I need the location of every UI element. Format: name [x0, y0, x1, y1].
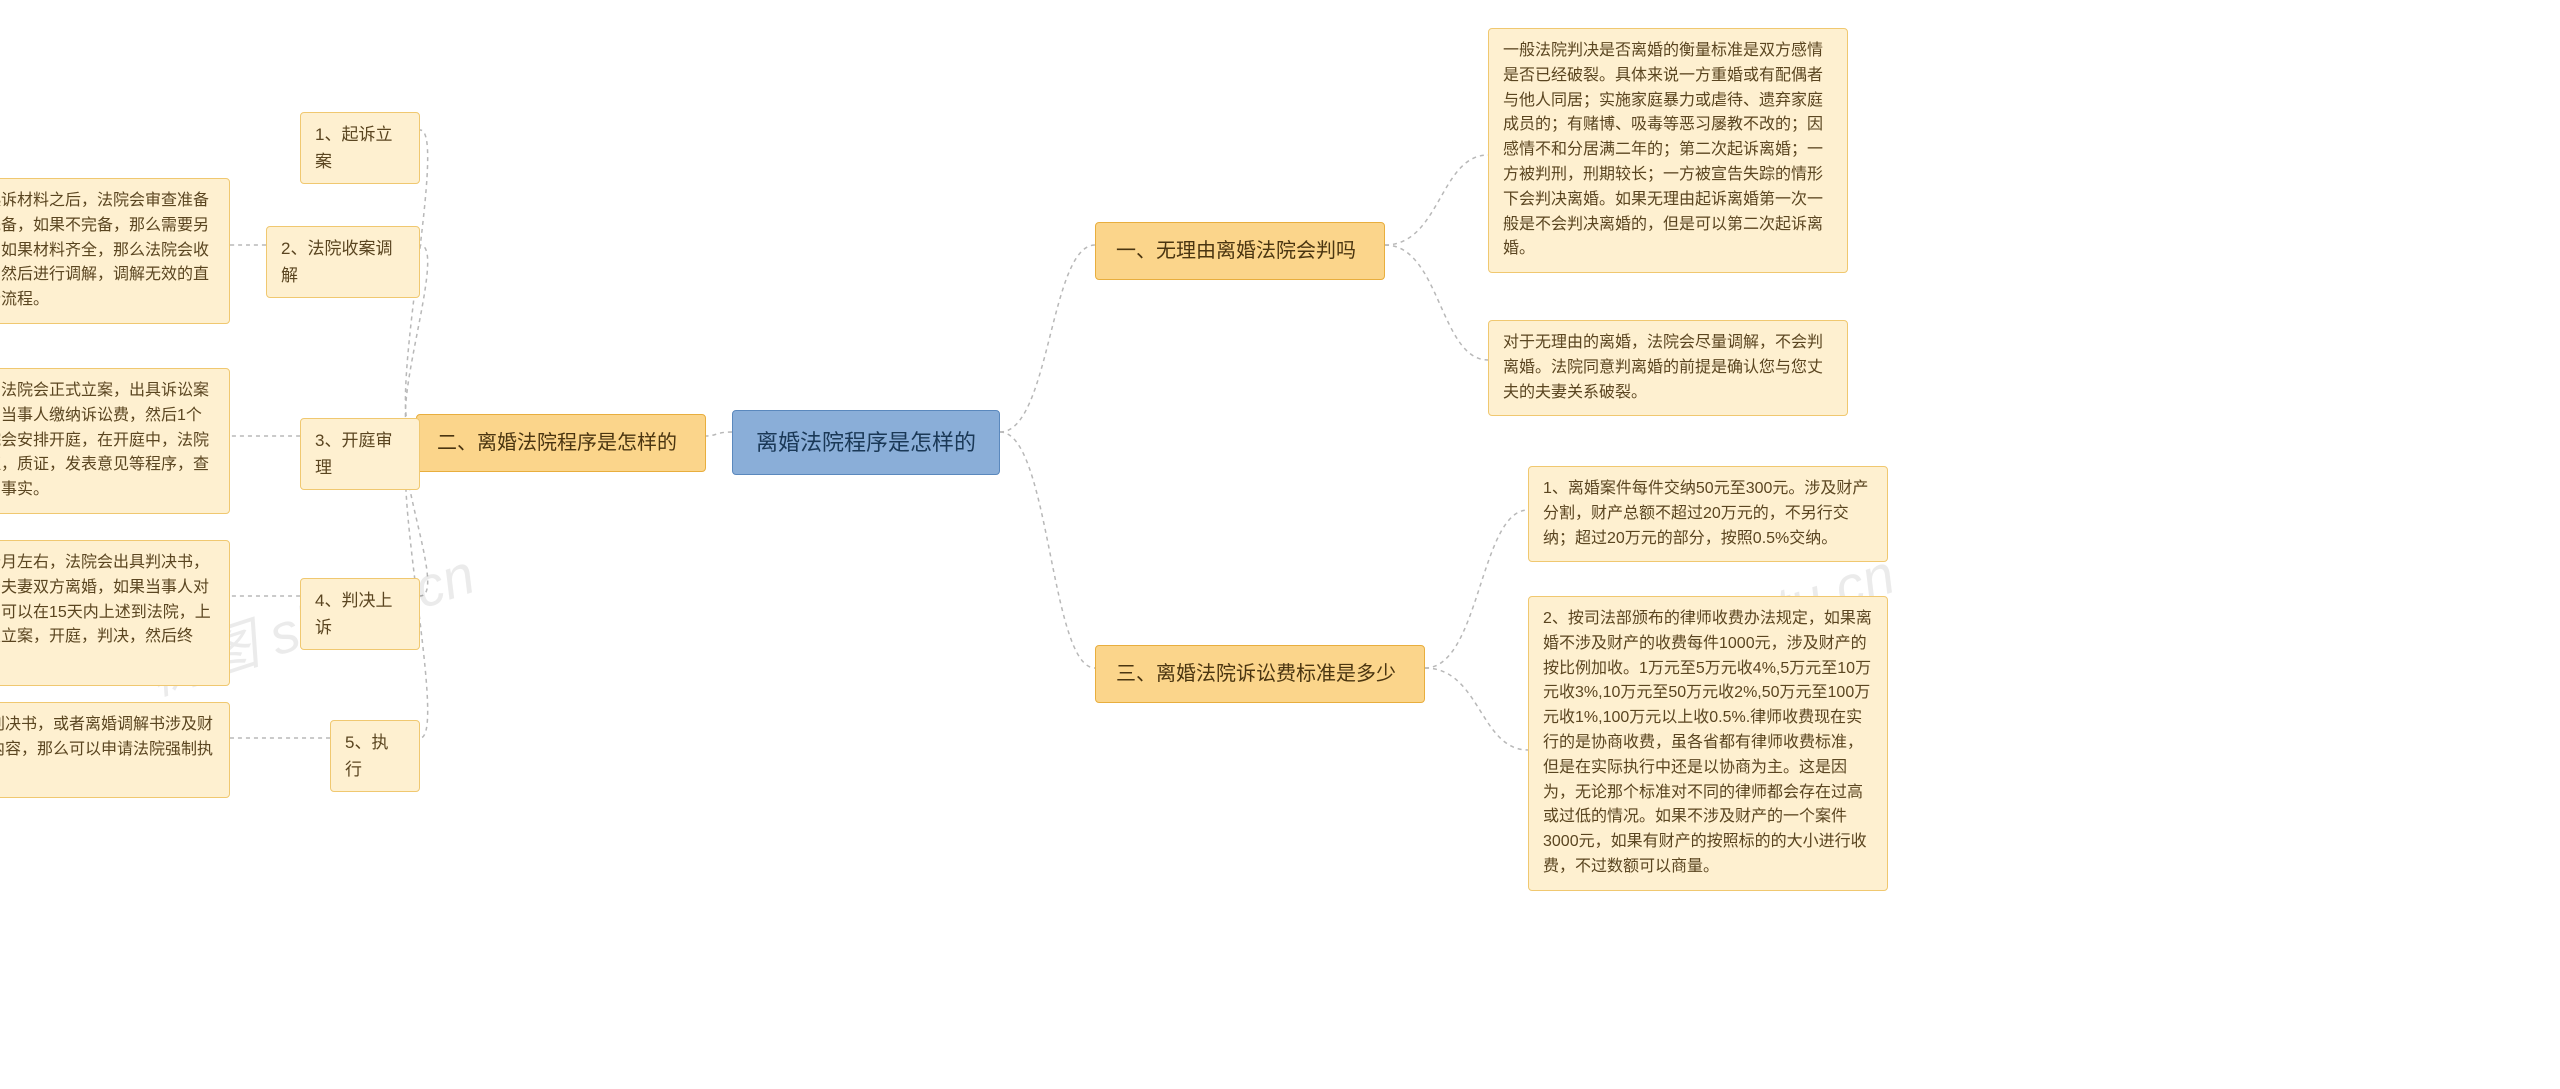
branch-2[interactable]: 二、离婚法院程序是怎样的: [416, 414, 706, 472]
branch-2-step-3-detail: 当调解不成，法院会正式立案，出具诉讼案号，然后通知当事人缴纳诉讼费，然后1个月左…: [0, 368, 230, 514]
branch-3-detail-a: 1、离婚案件每件交纳50元至300元。涉及财产分割，财产总额不超过20万元的，不…: [1528, 466, 1888, 562]
branch-2-step-4[interactable]: 4、判决上诉: [300, 578, 420, 650]
branch-1-detail-b: 对于无理由的离婚，法院会尽量调解，不会判离婚。法院同意判离婚的前提是确认您与您丈…: [1488, 320, 1848, 416]
branch-3[interactable]: 三、离婚法院诉讼费标准是多少: [1095, 645, 1425, 703]
branch-2-step-4-detail: 开庭完毕一个月左右，法院会出具判决书，判决是否准予夫妻双方离婚，如果当事人对结果…: [0, 540, 230, 686]
branch-2-step-5-detail: 如果离婚判决书，或者离婚调解书涉及财产分割等内容，那么可以申请法院强制执行。: [0, 702, 230, 798]
branch-1[interactable]: 一、无理由离婚法院会判吗: [1095, 222, 1385, 280]
branch-1-detail-a: 一般法院判决是否离婚的衡量标准是双方感情是否已经破裂。具体来说一方重婚或有配偶者…: [1488, 28, 1848, 273]
branch-2-step-1[interactable]: 1、起诉立案: [300, 112, 420, 184]
branch-2-step-2[interactable]: 2、法院收案调解: [266, 226, 420, 298]
branch-2-step-3[interactable]: 3、开庭审理: [300, 418, 420, 490]
branch-3-detail-b: 2、按司法部颁布的律师收费办法规定，如果离婚不涉及财产的收费每件1000元，涉及…: [1528, 596, 1888, 891]
root-node[interactable]: 离婚法院程序是怎样的: [732, 410, 1000, 475]
branch-2-step-5[interactable]: 5、执行: [330, 720, 420, 792]
branch-2-step-2-detail: 到法院递交起诉材料之后，法院会审查准备的材料是否完备，如果不完备，那么需要另外补…: [0, 178, 230, 324]
